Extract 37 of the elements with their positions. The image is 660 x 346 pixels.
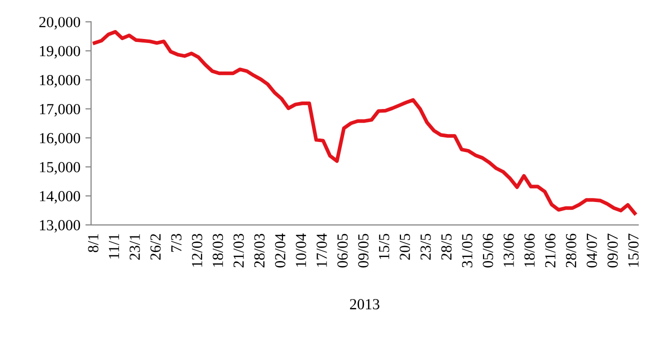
x-tick-label: 11/1 bbox=[108, 234, 120, 258]
y-tick-label: 16,000 bbox=[40, 132, 80, 146]
x-axis-title: 2013 bbox=[350, 299, 380, 310]
line-series bbox=[92, 30, 637, 216]
y-tick-label: 18,000 bbox=[40, 74, 80, 88]
x-tick-label: 26/2 bbox=[150, 234, 161, 260]
x-tick-label: 21/06 bbox=[545, 234, 556, 268]
y-tick-label: 19,000 bbox=[40, 46, 80, 58]
x-tick-label: 18/03 bbox=[212, 234, 224, 267]
x-tick-label: 15/07 bbox=[628, 234, 639, 267]
x-tick-label: 8/1 bbox=[88, 234, 98, 252]
x-tick-label: 20/5 bbox=[400, 234, 410, 260]
x-tick-label: 23/1 bbox=[130, 234, 140, 260]
x-tick-label: 09/07 bbox=[607, 234, 618, 268]
x-tick-label: 06/05 bbox=[337, 234, 348, 268]
x-tick-label: 7/3 bbox=[171, 234, 182, 252]
x-tick-label: 09/05 bbox=[358, 234, 368, 268]
y-tick-label: 15,000 bbox=[40, 162, 80, 175]
x-tick-label: 28/03 bbox=[254, 234, 265, 268]
x-tick-label: 02/04 bbox=[275, 233, 286, 268]
x-tick-label: 23/5 bbox=[420, 234, 431, 260]
y-tick-label: 14,000 bbox=[40, 191, 80, 204]
x-tick-label: 13/06 bbox=[504, 234, 514, 267]
x-tick-label: 18/06 bbox=[524, 234, 535, 267]
x-tick-label: 10/04 bbox=[296, 233, 306, 267]
x-tick-label: 28/5 bbox=[441, 234, 452, 260]
y-tick-label: 13,000 bbox=[40, 220, 80, 233]
x-tick-label: 04/07 bbox=[586, 234, 598, 268]
y-tick-label: 20,000 bbox=[39, 16, 80, 30]
x-tick-label: 15/5 bbox=[379, 234, 390, 260]
x-tick-label: 21/03 bbox=[234, 234, 244, 268]
x-tick-label: 12/03 bbox=[192, 234, 202, 267]
x-tick-label: 17/04 bbox=[316, 233, 327, 267]
x-tick-label: 28/06 bbox=[566, 234, 576, 268]
x-tick-label: 05/06 bbox=[482, 234, 494, 268]
x-tick-label: 31/05 bbox=[462, 234, 472, 268]
y-tick-label: 17,000 bbox=[40, 104, 80, 116]
